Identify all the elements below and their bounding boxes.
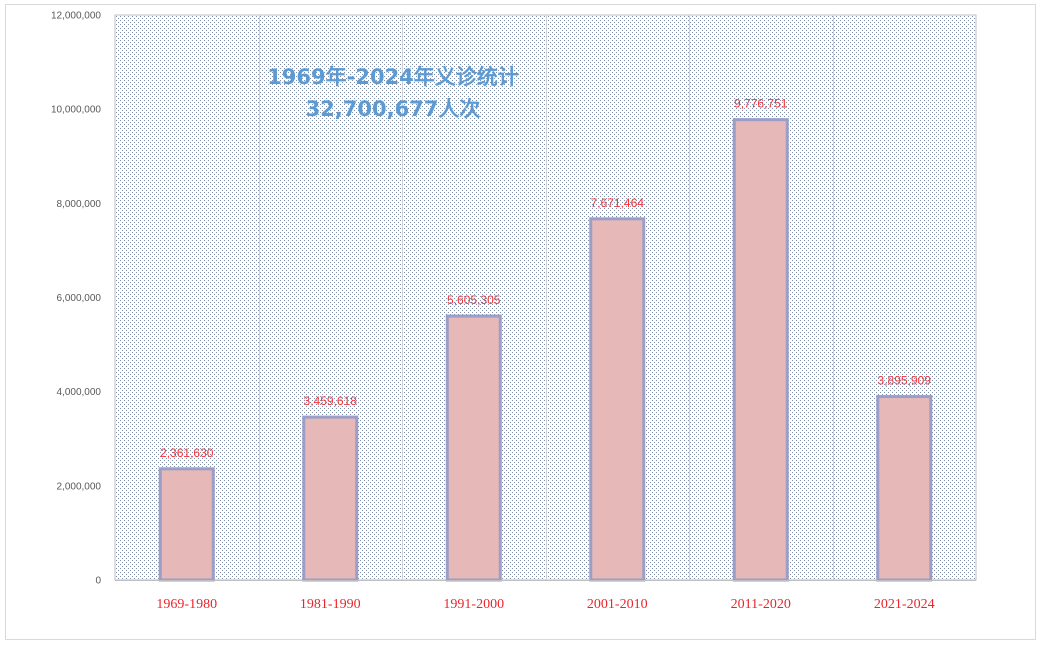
y-tick-label: 0 <box>95 576 101 587</box>
bar <box>158 467 215 582</box>
data-label: 2,361,630 <box>160 446 214 460</box>
bar <box>732 118 789 582</box>
bar <box>876 395 933 582</box>
y-tick-label: 10,000,000 <box>51 105 101 116</box>
bar <box>445 314 502 582</box>
data-labels: 2,361,630 3,459,618 5,605,305 7,671,464 9,77… <box>160 97 931 460</box>
bar <box>589 217 646 582</box>
x-axis: 1969-1980 1981-1990 1991-2000 2001-2010 2011… <box>115 580 976 612</box>
chart-subtitle: 32,700,677人次 <box>306 97 481 121</box>
bar <box>302 415 359 582</box>
data-label: 3,895,909 <box>878 374 932 388</box>
y-tick-label: 8,000,000 <box>57 199 102 210</box>
y-tick-label: 6,000,000 <box>57 293 102 304</box>
data-label: 9,776,751 <box>734 97 788 111</box>
y-tick-label: 4,000,000 <box>57 387 102 398</box>
data-label: 3,459,618 <box>304 394 358 408</box>
chart-title: 1969年-2024年义诊统计 <box>267 65 519 89</box>
y-tick-label: 2,000,000 <box>57 481 102 492</box>
x-tick-label: 2011-2020 <box>731 597 791 612</box>
plot-area <box>114 14 977 581</box>
y-tick-label: 12,000,000 <box>51 11 101 22</box>
x-tick-label: 2021-2024 <box>874 597 935 612</box>
grid-lines <box>259 15 834 580</box>
data-label: 7,671,464 <box>591 196 645 210</box>
data-label: 5,605,305 <box>447 293 501 307</box>
x-tick-label: 1981-1990 <box>300 597 361 612</box>
y-axis: 0 2,000,000 4,000,000 6,000,000 8,000,000 10,… <box>51 11 102 587</box>
x-tick-label: 1969-1980 <box>156 597 217 612</box>
x-tick-label: 1991-2000 <box>443 597 504 612</box>
bars <box>158 118 933 582</box>
x-tick-label: 2001-2010 <box>587 597 648 612</box>
